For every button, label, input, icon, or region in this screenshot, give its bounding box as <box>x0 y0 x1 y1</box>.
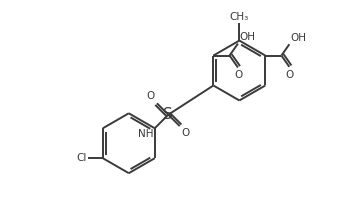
Text: OH: OH <box>239 33 255 42</box>
Text: OH: OH <box>290 33 306 43</box>
Text: S: S <box>163 107 173 122</box>
Text: O: O <box>147 91 155 101</box>
Text: Cl: Cl <box>77 153 87 163</box>
Text: O: O <box>182 128 190 138</box>
Text: O: O <box>234 70 243 80</box>
Text: NH: NH <box>138 129 153 139</box>
Text: O: O <box>285 70 294 80</box>
Text: CH₃: CH₃ <box>230 12 249 22</box>
